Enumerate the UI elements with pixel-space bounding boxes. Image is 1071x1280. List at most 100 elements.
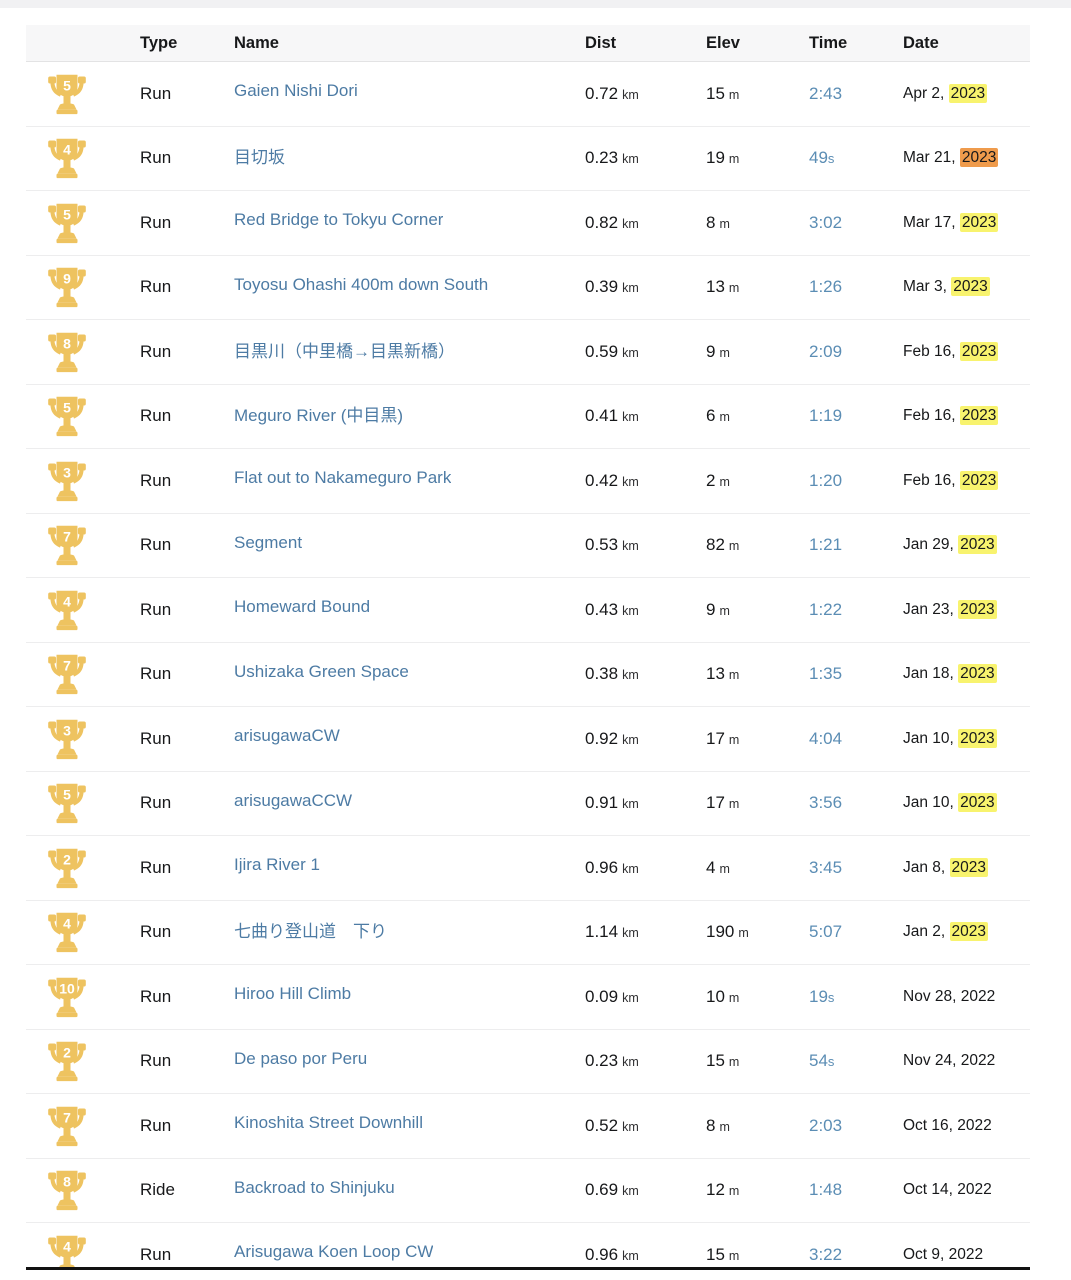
time-link[interactable]: 2:09 (809, 342, 842, 361)
elevation-cell: 10 m (706, 987, 809, 1007)
date-prefix: Oct 16, (903, 1116, 958, 1134)
date-cell: Mar 17, 2023 (903, 212, 1030, 232)
segment-name-link[interactable]: Gaien Nishi Dori (234, 81, 358, 101)
distance-value: 0.38 (585, 664, 619, 684)
time-link[interactable]: 3:22 (809, 1245, 842, 1264)
time-link[interactable]: 1:26 (809, 277, 842, 296)
distance-unit: km (622, 668, 639, 683)
distance-cell: 1.14 km (585, 922, 706, 942)
time-link[interactable]: 1:48 (809, 1180, 842, 1199)
trophy-icon: 5 (48, 784, 86, 824)
time-cell: 1:19 (809, 406, 903, 426)
name-cell: Ushizaka Green Space (234, 662, 585, 687)
trophy-count: 5 (63, 787, 71, 803)
segment-name-link[interactable]: Toyosu Ohashi 400m down South (234, 274, 489, 294)
date-year: 2022 (960, 1052, 996, 1070)
segment-name-link[interactable]: Homeward Bound (234, 597, 371, 617)
segment-name-link[interactable]: Meguro River (中目黒) (234, 406, 404, 426)
trophy-cell: 4 (26, 589, 140, 631)
trophy-count: 5 (63, 77, 71, 93)
segment-name-link[interactable]: arisugawaCW (234, 726, 340, 746)
time-link[interactable]: 3:02 (809, 213, 842, 232)
date-year: 2023 (959, 148, 999, 168)
table-body: 5 Run Gaien Nishi Dori 0.72 km 15 m 2:43 A… (26, 62, 1030, 1267)
time-link[interactable]: 49s (809, 148, 834, 167)
name-cell: Red Bridge to Tokyu Corner (234, 210, 585, 235)
elevation-value: 10 (706, 986, 725, 1006)
distance-unit: km (622, 1184, 639, 1199)
segment-name-link[interactable]: Red Bridge to Tokyu Corner (234, 210, 444, 230)
activity-type: Run (140, 406, 172, 426)
time-link[interactable]: 3:56 (809, 793, 843, 813)
segment-row: 7 Run Ushizaka Green Space 0.38 km 13 m 1:… (26, 642, 1030, 707)
time-link[interactable]: 1:22 (809, 600, 842, 619)
activity-type: Run (140, 212, 172, 232)
time-link[interactable]: 1:35 (809, 664, 842, 683)
distance-unit: km (622, 926, 639, 941)
date-year: 2023 (959, 341, 999, 361)
segment-name-link[interactable]: Ushizaka Green Space (234, 661, 409, 681)
distance-cell: 0.52 km (585, 1116, 706, 1136)
segment-name-link[interactable]: Backroad to Shinjuku (234, 1177, 395, 1197)
date-year: 2023 (949, 922, 989, 942)
trophy-count: 3 (63, 722, 71, 738)
time-value: 3:56 (809, 793, 843, 813)
elevation-cell: 12 m (706, 1180, 809, 1200)
segment-name-link[interactable]: Arisugawa Koen Loop CW (234, 1242, 434, 1262)
trophy-count: 7 (63, 658, 71, 674)
segment-name-link[interactable]: 目黒川（中里橋→目黒新橋） (234, 341, 455, 361)
distance-cell: 0.82 km (585, 213, 706, 233)
segment-name-link[interactable]: Flat out to Nakameguro Park (234, 468, 452, 488)
segment-name-link[interactable]: Ijira River 1 (234, 855, 320, 875)
distance-value: 0.41 (585, 406, 619, 426)
time-link[interactable]: 5:07 (809, 922, 842, 941)
elevation-value: 17 (706, 728, 725, 748)
date-prefix: Nov 24, (903, 1052, 961, 1070)
segment-name-link[interactable]: 目切坂 (234, 148, 285, 168)
date-cell: Mar 3, 2023 (903, 277, 1030, 297)
date-prefix: Oct 9, (903, 1245, 949, 1263)
trophy-icon: 2 (48, 1042, 86, 1082)
time-link[interactable]: 1:19 (809, 406, 842, 425)
name-cell: Gaien Nishi Dori (234, 81, 585, 106)
elevation-unit: m (728, 732, 740, 747)
elevation-unit: m (728, 281, 740, 296)
time-link[interactable]: 4:04 (809, 729, 842, 748)
time-cell: 2:43 (809, 84, 903, 104)
trophy-icon: 4 (48, 913, 86, 953)
distance-value: 0.96 (585, 1244, 619, 1264)
segment-name-link[interactable]: 七曲り登山道 下り (234, 922, 387, 942)
time-link[interactable]: 2:43 (809, 84, 842, 103)
elevation-cell: 13 m (706, 277, 809, 297)
trophy-count: 3 (63, 464, 71, 480)
time-link[interactable]: 3:45 (809, 858, 842, 877)
time-link[interactable]: 1:21 (809, 535, 842, 554)
date-cell: Mar 21, 2023 (903, 148, 1030, 168)
time-link[interactable]: 2:03 (809, 1116, 842, 1135)
segment-name-link[interactable]: Hiroo Hill Climb (234, 984, 352, 1004)
time-link[interactable]: 1:20 (809, 471, 842, 490)
trophy-cell: 3 (26, 718, 140, 760)
time-link[interactable]: 54s (809, 1051, 834, 1070)
segment-name-link[interactable]: arisugawaCCW (234, 790, 353, 810)
segment-name-link[interactable]: Kinoshita Street Downhill (234, 1113, 423, 1133)
activity-type: Run (140, 793, 172, 813)
segment-name-link[interactable]: De paso por Peru (234, 1048, 368, 1068)
date-prefix: Jan 10, (903, 794, 959, 812)
distance-cell: 0.69 km (585, 1180, 706, 1200)
segment-row: 3 Run arisugawaCW 0.92 km 17 m 4:04 Jan 10… (26, 707, 1030, 772)
col-header-date: Date (903, 33, 939, 52)
time-link[interactable]: 19s (809, 986, 834, 1006)
time-cell: 1:48 (809, 1180, 903, 1200)
elevation-unit: m (728, 668, 740, 683)
trophy-icon: 3 (48, 719, 86, 759)
time-cell: 5:07 (809, 922, 903, 942)
trophy-icon: 8 (48, 1171, 86, 1211)
segment-name-link[interactable]: Segment (234, 532, 303, 552)
distance-value: 0.69 (585, 1180, 619, 1200)
time-value: 19 (809, 986, 828, 1006)
trophy-count: 9 (63, 271, 71, 287)
